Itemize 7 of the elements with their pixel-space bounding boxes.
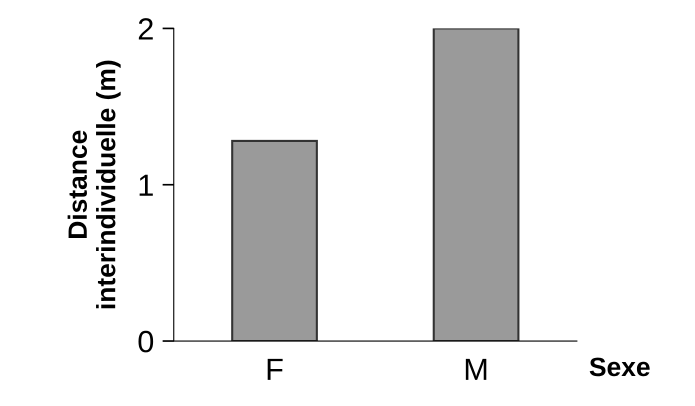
- y-tick-label: 0: [138, 330, 154, 352]
- y-tick-label: 2: [138, 18, 153, 40]
- x-axis-title: Sexe: [590, 358, 650, 376]
- y-tick-label: 1: [140, 174, 153, 196]
- x-tick-label: M: [466, 358, 486, 380]
- x-tick-label: F: [268, 358, 283, 380]
- y-axis-title: Distance interindividuelle (m): [68, 60, 121, 308]
